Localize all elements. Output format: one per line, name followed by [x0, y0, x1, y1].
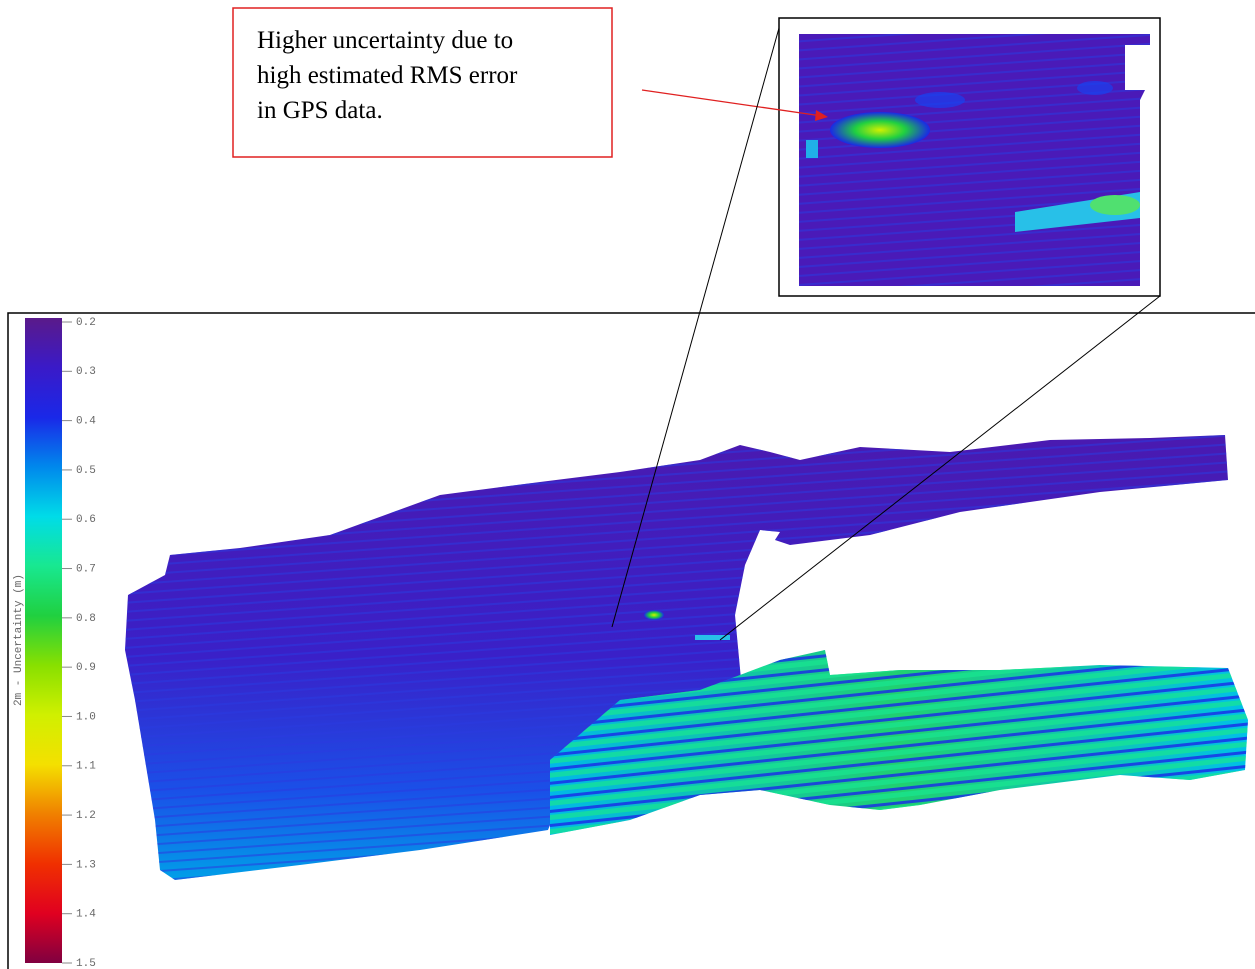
tick-label: 0.2 — [76, 317, 96, 329]
colorbar-ticks: 0.2 0.3 0.4 0.5 0.6 0.7 0.8 0.9 1.0 1.1 1.2 1.3 1.4 1… — [62, 317, 96, 969]
tick-label: 1.1 — [76, 761, 96, 773]
figure: Higher uncertainty due to high estimated… — [0, 0, 1255, 969]
colorbar-label: 2m - Uncertainty (m) — [13, 574, 25, 706]
tick-label: 0.5 — [76, 465, 96, 477]
inset-image — [799, 34, 1150, 286]
tick-label: 1.0 — [76, 711, 96, 723]
tick-label: 1.4 — [76, 909, 96, 921]
tick-label: 1.5 — [76, 958, 96, 969]
tick-label: 0.7 — [76, 563, 96, 575]
tick-label: 0.4 — [76, 416, 96, 428]
colorbar — [25, 318, 62, 963]
uncertainty-surface — [125, 435, 1248, 880]
annotation-line: high estimated RMS error — [257, 62, 518, 89]
page: Higher uncertainty due to high estimated… — [0, 0, 1255, 969]
tick-label: 0.3 — [76, 366, 96, 378]
tick-label: 0.6 — [76, 514, 96, 526]
annotation-line: in GPS data. — [257, 97, 383, 124]
tick-label: 1.3 — [76, 859, 96, 871]
tick-label: 0.8 — [76, 613, 96, 625]
annotation-line: Higher uncertainty due to — [257, 27, 513, 54]
tick-label: 1.2 — [76, 810, 96, 822]
tick-label: 0.9 — [76, 662, 96, 674]
